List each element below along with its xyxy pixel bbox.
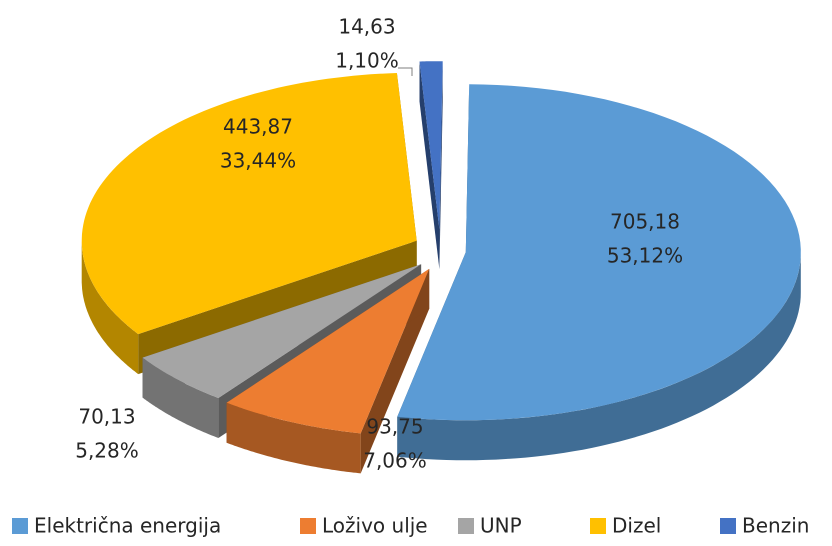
legend-swatch [720, 518, 736, 534]
data-label: 443,87 [223, 115, 293, 139]
data-label: 705,18 [610, 210, 680, 234]
slice-side [142, 357, 219, 438]
legend-swatch [458, 518, 474, 534]
data-label: 70,13 [78, 405, 135, 429]
percent-label: 53,12% [607, 244, 683, 268]
legend-swatch [590, 518, 606, 534]
percent-label: 33,44% [220, 149, 296, 173]
slice-side [226, 402, 361, 474]
slice [419, 61, 443, 230]
legend-label: Dizel [612, 514, 661, 538]
legend-label: Benzin [742, 514, 809, 538]
percent-label: 5,28% [75, 439, 139, 463]
slice [226, 268, 430, 434]
slice [142, 264, 422, 398]
legend-label: UNP [480, 514, 522, 538]
slice-side [81, 240, 139, 375]
slice-side [397, 252, 801, 461]
legend-swatch [300, 518, 316, 534]
slice-cut-face [419, 61, 440, 270]
legend-swatch [12, 518, 28, 534]
slice-cut-face [439, 61, 443, 270]
leader-line [398, 67, 413, 76]
data-label: 14,63 [338, 15, 395, 39]
percent-label: 1,10% [335, 49, 399, 73]
legend-label: Loživo ulje [322, 514, 428, 538]
data-label: 93,75 [366, 415, 423, 439]
percent-label: 7,06% [363, 449, 427, 473]
slice [81, 73, 417, 335]
legend-label: Električna energija [34, 514, 221, 538]
slice [397, 84, 801, 421]
